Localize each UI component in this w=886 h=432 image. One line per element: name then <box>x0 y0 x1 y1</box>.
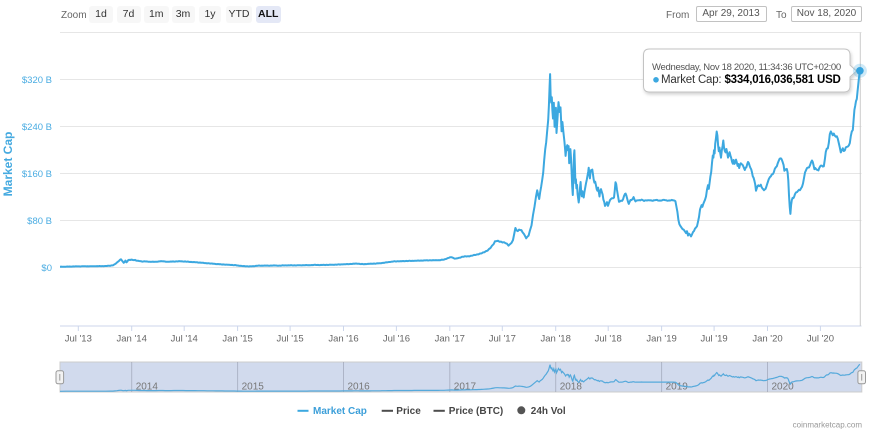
svg-text:Price (BTC): Price (BTC) <box>449 406 503 417</box>
svg-text:Jul '13: Jul '13 <box>65 334 92 345</box>
svg-text:Market Cap: Market Cap <box>313 406 367 417</box>
svg-text:2016: 2016 <box>348 382 371 393</box>
svg-text:coinmarketcap.com: coinmarketcap.com <box>793 421 863 430</box>
svg-text:Jan '18: Jan '18 <box>541 334 571 345</box>
svg-text:Jan '20: Jan '20 <box>752 334 782 345</box>
svg-text:Jul '14: Jul '14 <box>171 334 198 345</box>
svg-text:2019: 2019 <box>666 382 689 393</box>
svg-text:2018: 2018 <box>560 382 583 393</box>
svg-text:$80 B: $80 B <box>27 216 52 227</box>
svg-text:Price: Price <box>396 406 421 417</box>
svg-text:Jan '15: Jan '15 <box>222 334 252 345</box>
svg-text:Jul '16: Jul '16 <box>383 334 410 345</box>
svg-text:Jul '20: Jul '20 <box>807 334 834 345</box>
svg-text:2017: 2017 <box>454 382 477 393</box>
svg-text:$160 B: $160 B <box>22 169 52 180</box>
svg-text:Jul '17: Jul '17 <box>489 334 516 345</box>
svg-text:2020: 2020 <box>772 382 795 393</box>
svg-text:$0: $0 <box>41 263 52 274</box>
svg-text:Jul '18: Jul '18 <box>595 334 622 345</box>
svg-text:$320 B: $320 B <box>22 75 52 86</box>
svg-text:24h Vol: 24h Vol <box>531 406 566 417</box>
svg-text:Jan '19: Jan '19 <box>646 334 676 345</box>
svg-text:2015: 2015 <box>242 382 265 393</box>
svg-text:Jan '16: Jan '16 <box>328 334 358 345</box>
svg-text:Jul '19: Jul '19 <box>701 334 728 345</box>
svg-text:2014: 2014 <box>136 382 159 393</box>
svg-text:Market Cap: $334,016,036,581 U: Market Cap: $334,016,036,581 USD <box>661 74 841 86</box>
svg-text:Jul '15: Jul '15 <box>277 334 304 345</box>
svg-text:Wednesday, Nov 18 2020, 11:34:: Wednesday, Nov 18 2020, 11:34:36 UTC+02:… <box>652 62 841 73</box>
svg-text:Market Cap: Market Cap <box>1 132 15 197</box>
svg-text:Jan '17: Jan '17 <box>435 334 465 345</box>
svg-text:$240 B: $240 B <box>22 122 52 133</box>
svg-text:Jan '14: Jan '14 <box>117 334 147 345</box>
